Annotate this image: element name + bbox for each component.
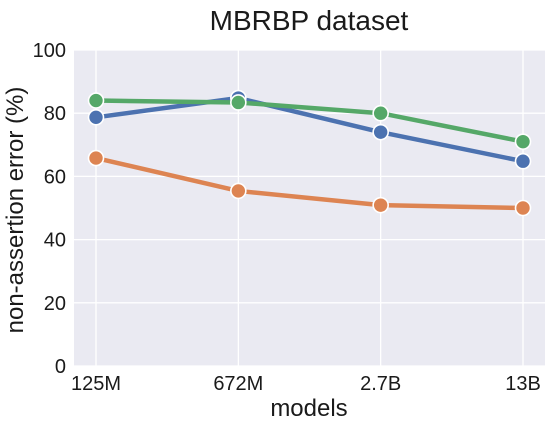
x-tick-label: 2.7B: [360, 373, 401, 395]
data-point: [514, 133, 532, 150]
data-point: [87, 149, 105, 167]
series-line: [93, 95, 526, 164]
y-tick-label: 80: [44, 103, 66, 125]
data-point: [372, 104, 389, 122]
series-2: [87, 149, 532, 217]
y-tick-label: 0: [55, 356, 66, 378]
x-tick-label: 13B: [505, 373, 541, 395]
data-point: [372, 123, 389, 141]
series-line: [93, 155, 526, 211]
x-axis-label: models: [270, 395, 347, 422]
data-point: [514, 199, 532, 217]
data-point: [372, 196, 389, 214]
data-point: [514, 152, 532, 170]
data-point: [230, 94, 247, 111]
series-layer: [87, 89, 532, 217]
data-point: [87, 109, 105, 126]
chart-title: MBRBP dataset: [210, 5, 409, 36]
y-tick-label: 20: [44, 293, 66, 315]
data-point: [87, 92, 105, 109]
y-axis-label: non-assertion error (%): [2, 87, 29, 334]
x-tick-label: 125M: [71, 373, 121, 395]
series-line: [93, 98, 526, 144]
series-3: [87, 92, 532, 150]
data-point: [230, 182, 247, 200]
x-tick-label: 672M: [213, 373, 263, 395]
y-tick-label: 40: [44, 230, 66, 252]
y-tick-label: 60: [44, 166, 66, 188]
y-tick-label: 100: [33, 40, 66, 62]
tick-labels: 0 20 40 60 80 100 125M 672M 2.7B 13B: [33, 40, 541, 395]
